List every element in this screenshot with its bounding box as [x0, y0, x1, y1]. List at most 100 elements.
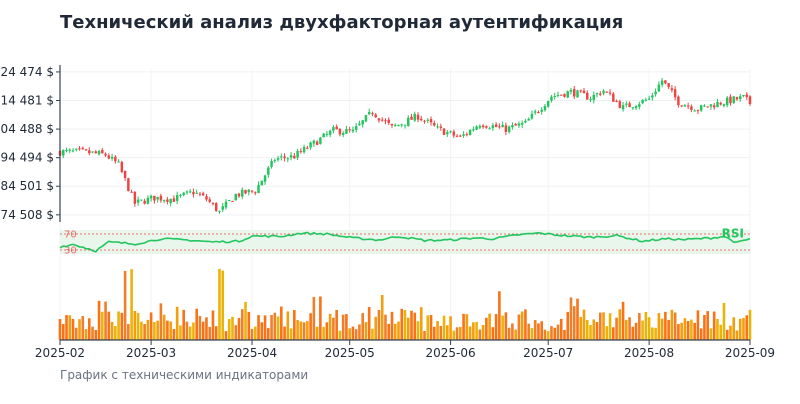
volume-bar — [140, 321, 143, 340]
volume-bar — [735, 330, 739, 340]
candle-up — [569, 89, 573, 92]
candle-down — [166, 199, 169, 202]
volume-bar — [585, 320, 589, 340]
grid-layer — [59, 69, 751, 340]
volume-bar — [84, 329, 88, 340]
volume-bar — [618, 309, 622, 340]
candle-down — [729, 96, 732, 104]
candle-down — [667, 83, 670, 88]
candle-down — [205, 196, 208, 200]
candle-up — [625, 103, 628, 105]
candle-up — [699, 105, 703, 111]
candle-down — [673, 89, 677, 98]
candle-up — [247, 189, 251, 193]
candle-down — [686, 105, 690, 107]
x-tick-label: 2025-09 — [725, 346, 775, 360]
y-tick-label: 484 501 $ — [0, 179, 54, 193]
volume-bar — [419, 307, 423, 340]
candle-up — [65, 150, 68, 152]
candle-down — [442, 128, 446, 135]
volume-bar — [582, 309, 586, 340]
volume-bar — [107, 311, 111, 340]
candle-down — [559, 94, 563, 96]
volume-bar — [58, 319, 62, 340]
y-tick-label: 504 488 $ — [0, 122, 54, 136]
candle-down — [680, 105, 683, 107]
volume-bar — [654, 327, 657, 340]
volume-bar — [227, 319, 231, 340]
candle-up — [280, 156, 283, 158]
candle-up — [524, 120, 527, 123]
volume-bar — [416, 321, 420, 340]
candle-up — [546, 100, 550, 107]
volume-bar — [283, 326, 286, 340]
volume-bar — [683, 318, 687, 340]
volume-bar — [153, 322, 156, 340]
volume-bar — [641, 320, 644, 340]
x-tick-label: 2025-08 — [624, 346, 674, 360]
chart-title: Технический анализ двухфакторная аутенти… — [60, 12, 624, 33]
x-tick-label: 2025-04 — [227, 346, 277, 360]
candle-down — [452, 131, 456, 136]
candle-down — [615, 100, 618, 102]
volume-bar — [517, 314, 521, 340]
volume-bar — [267, 328, 270, 340]
volume-bar — [130, 269, 133, 340]
x-tick-label: 2025-06 — [425, 346, 475, 360]
volume-bar — [322, 326, 325, 340]
volume-bar — [380, 295, 384, 340]
volume-bar — [647, 317, 651, 340]
candle-down — [101, 149, 104, 154]
volume-bar — [81, 316, 85, 340]
volume-bar — [559, 318, 563, 340]
volume-bar — [410, 310, 413, 340]
candle-up — [592, 94, 596, 101]
volume-bar — [97, 300, 101, 340]
candle-down — [563, 93, 566, 97]
volume-bar — [133, 310, 137, 340]
y-tick-label: 474 508 $ — [0, 208, 54, 222]
volume-bar — [384, 314, 387, 340]
candle-down — [628, 103, 631, 108]
candle-down — [94, 151, 98, 154]
volume-bar — [393, 323, 397, 340]
volume-bar — [664, 311, 667, 340]
candle-down — [579, 90, 582, 92]
volume-bar — [703, 314, 706, 340]
candle-up — [260, 180, 264, 186]
volume-bar — [693, 322, 696, 340]
candle-up — [185, 191, 189, 193]
volume-bar — [397, 321, 400, 340]
candle-up — [651, 95, 654, 98]
candle-down — [439, 126, 443, 128]
volume-bar — [413, 312, 417, 340]
candle-up — [602, 90, 605, 94]
volume-bar — [488, 313, 491, 340]
candle-up — [140, 199, 143, 201]
candle-up — [62, 150, 65, 156]
candle-up — [289, 155, 293, 158]
candle-up — [530, 113, 534, 119]
candle-down — [387, 119, 390, 123]
volume-bar — [192, 322, 195, 340]
volume-bar — [78, 319, 81, 340]
candle-down — [192, 191, 195, 195]
volume-bar — [634, 322, 638, 340]
candle-down — [201, 193, 205, 196]
volume-bar — [162, 314, 166, 340]
volume-bar — [699, 328, 703, 340]
candle-up — [263, 175, 267, 182]
volume-bar — [358, 324, 361, 340]
volume-bar — [205, 317, 208, 340]
candle-down — [690, 106, 693, 110]
candle-down — [120, 161, 124, 172]
candle-down — [78, 148, 81, 150]
volume-bar — [621, 301, 625, 340]
candle-up — [169, 198, 172, 204]
volume-bar — [452, 330, 456, 340]
volume-bar — [94, 329, 98, 340]
candle-up — [725, 97, 729, 105]
volume-layer — [58, 268, 752, 340]
candle-up — [325, 133, 329, 135]
volume-bar — [87, 318, 91, 340]
